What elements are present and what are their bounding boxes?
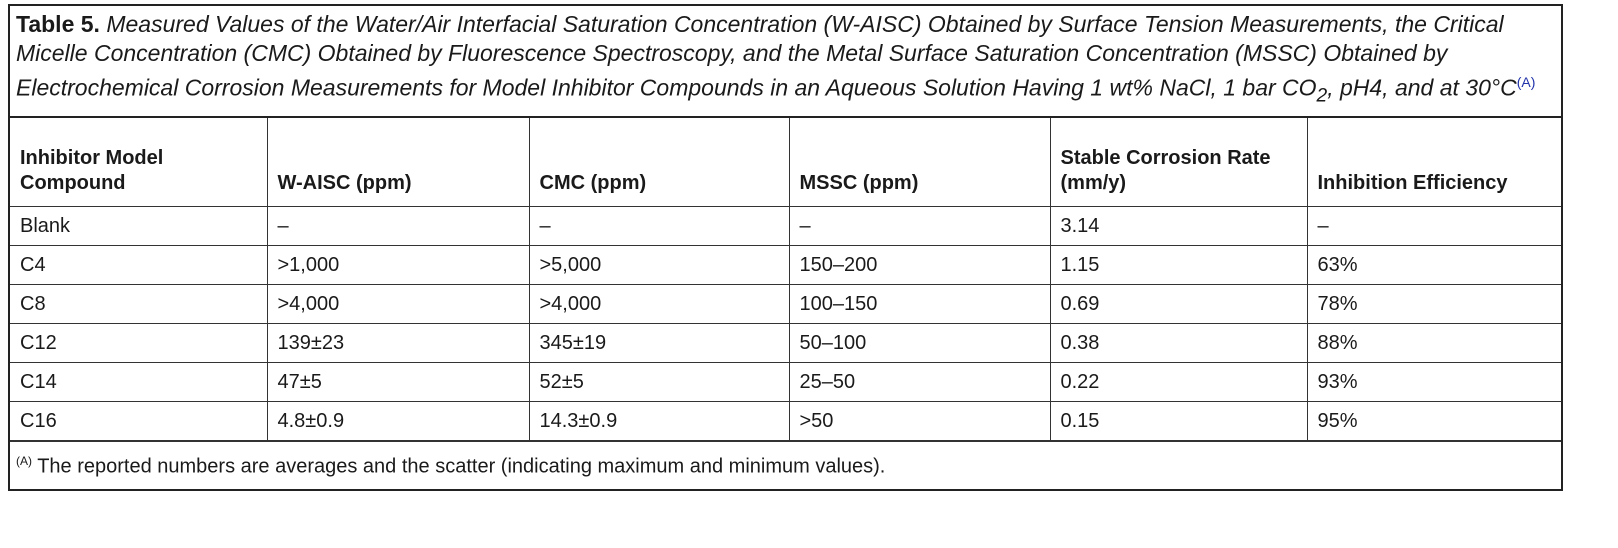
footnote: (A) The reported numbers are averages an…: [10, 441, 1561, 489]
header-cell: Inhibition Efficiency: [1306, 118, 1561, 208]
table-cell: >4,000: [528, 284, 790, 325]
table-row: C8 >4,000 >4,000 100–150 0.69 78%: [10, 284, 1561, 325]
table-cell: C14: [10, 362, 268, 403]
caption-text: Measured Values of the Water/Air Interfa…: [16, 11, 1504, 101]
header-row: Inhibitor Model Compound W-AISC (ppm) CMC …: [10, 118, 1561, 208]
table-cell: 100–150: [788, 284, 1051, 325]
caption-footnote-ref: (A): [1516, 74, 1536, 90]
table-cell: 88%: [1306, 323, 1561, 364]
header-cell: Inhibitor Model Compound: [10, 118, 268, 208]
table-cell: 93%: [1306, 362, 1561, 403]
table-cell: >5,000: [528, 245, 790, 286]
table-cell: C16: [10, 401, 268, 442]
table-cell: 4.8±0.9: [266, 401, 530, 442]
table-cell: >4,000: [266, 284, 530, 325]
table-cell: 47±5: [266, 362, 530, 403]
footnote-text: The reported numbers are averages and th…: [32, 455, 886, 478]
table-cell: 14.3±0.9: [528, 401, 790, 442]
header-cell: Stable Corrosion Rate (mm/y): [1049, 118, 1308, 208]
table-cell: 25–50: [788, 362, 1051, 403]
table-cell: 3.14: [1049, 206, 1308, 247]
header-cell: CMC (ppm): [528, 118, 790, 208]
caption-label: Table 5.: [16, 11, 100, 37]
table-cell: –: [266, 206, 530, 247]
table-cell: 95%: [1306, 401, 1561, 442]
table-row: Blank – – –3.14–: [10, 206, 1561, 247]
table-cell: 0.38: [1049, 323, 1308, 364]
table-row: C12 139±23 345±19 50–100 0.38 88%: [10, 323, 1561, 364]
table-cell: –: [528, 206, 790, 247]
table-cell: >50: [788, 401, 1051, 442]
table-cell: 0.22: [1049, 362, 1308, 403]
footnote-marker: (A): [16, 454, 32, 469]
table-cell: 345±19: [528, 323, 790, 364]
table-row: C4 >1,000 >5,000 150–200 1.15 63%: [10, 245, 1561, 286]
table-cell: 139±23: [266, 323, 530, 364]
table-row: C16 4.8±0.9 14.3±0.9 >50 0.15 95%: [10, 401, 1561, 442]
table-cell: C12: [10, 323, 268, 364]
table-cell: >1,000: [266, 245, 530, 286]
table-row: C14 47±5 52±5 25–50 0.22 93%: [10, 362, 1561, 403]
caption-text-end: , pH4, and at 30°C: [1327, 74, 1517, 101]
table-cell: 1.15: [1049, 245, 1308, 286]
table-figure: Table 5. Measured Values of the Water/Ai…: [8, 4, 1563, 491]
table-cell: 52±5: [528, 362, 790, 403]
table-cell: 78%: [1306, 284, 1561, 325]
table-cell: –: [788, 206, 1051, 247]
table-cell: 50–100: [788, 323, 1051, 364]
header-cell: MSSC (ppm): [788, 118, 1051, 208]
table-cell: 0.69: [1049, 284, 1308, 325]
table-cell: Blank: [10, 206, 268, 247]
caption-subscript: 2: [1316, 85, 1328, 107]
caption: Table 5. Measured Values of the Water/Ai…: [10, 6, 1561, 119]
table-cell: 63%: [1306, 245, 1561, 286]
table-body: Blank – – –3.14– C4 >1,000 >5,000 150–200 1.15 63…: [10, 206, 1561, 442]
header-cell: W-AISC (ppm): [266, 118, 530, 208]
table-cell: C8: [10, 284, 268, 325]
data-table: Inhibitor Model Compound W-AISC (ppm) CMC …: [10, 118, 1561, 442]
table-cell: –: [1306, 206, 1561, 247]
table-cell: 150–200: [788, 245, 1051, 286]
table-cell: 0.15: [1049, 401, 1308, 442]
table-cell: C4: [10, 245, 268, 286]
